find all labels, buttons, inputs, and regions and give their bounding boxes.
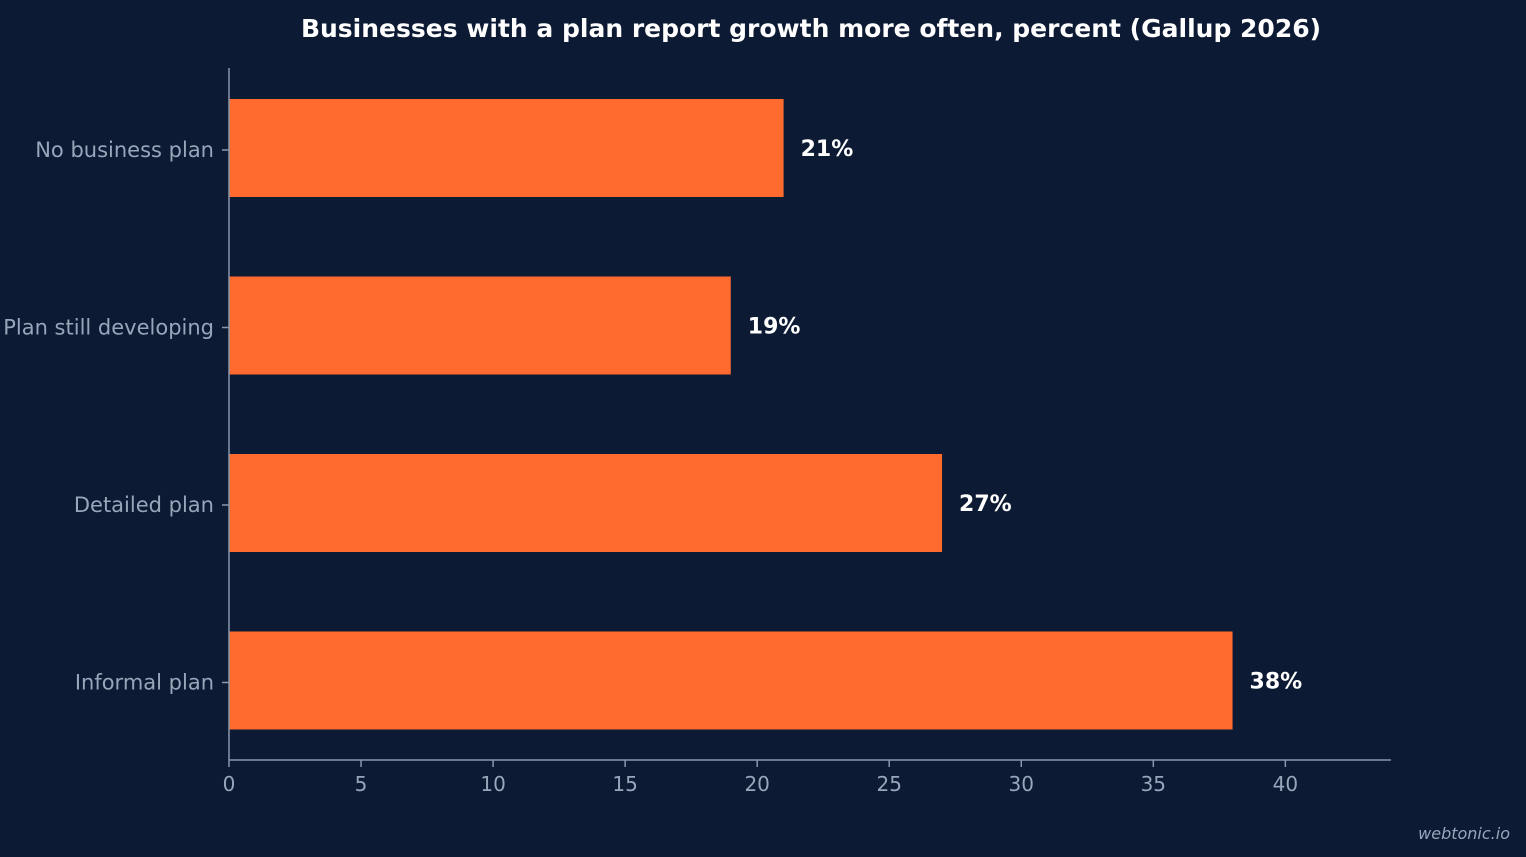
data-label: 38% (1250, 670, 1303, 695)
bars-group: 21% 19% 27% 38% (229, 99, 1302, 730)
chart-title: Businesses with a plan report growth mor… (301, 14, 1321, 43)
data-label: 19% (748, 315, 801, 340)
x-tick-label: 0 (223, 772, 236, 796)
bar-plan-still-developing (229, 276, 731, 375)
category-label: No business plan (35, 138, 214, 162)
x-tick-label: 15 (612, 772, 637, 796)
category-label: Plan still developing (3, 316, 214, 340)
data-label: 27% (959, 492, 1012, 517)
x-tick-label: 30 (1009, 772, 1034, 796)
x-tick-label: 35 (1141, 772, 1166, 796)
watermark: webtonic.io (1418, 824, 1510, 843)
bar-no-business-plan (229, 99, 784, 197)
x-tick-label: 40 (1273, 772, 1298, 796)
category-label: Detailed plan (74, 493, 214, 517)
x-tick-label: 25 (877, 772, 902, 796)
y-axis: No business plan Plan still developing Det… (3, 68, 230, 760)
bar-informal-plan (229, 631, 1233, 730)
bar-detailed-plan (229, 454, 943, 552)
data-label: 21% (801, 137, 854, 162)
x-tick-label: 5 (355, 772, 368, 796)
x-axis: 0 5 10 15 20 25 30 35 40 (223, 759, 1391, 796)
x-tick-label: 20 (744, 772, 769, 796)
x-tick-label: 10 (480, 772, 505, 796)
category-label: Informal plan (75, 671, 214, 695)
